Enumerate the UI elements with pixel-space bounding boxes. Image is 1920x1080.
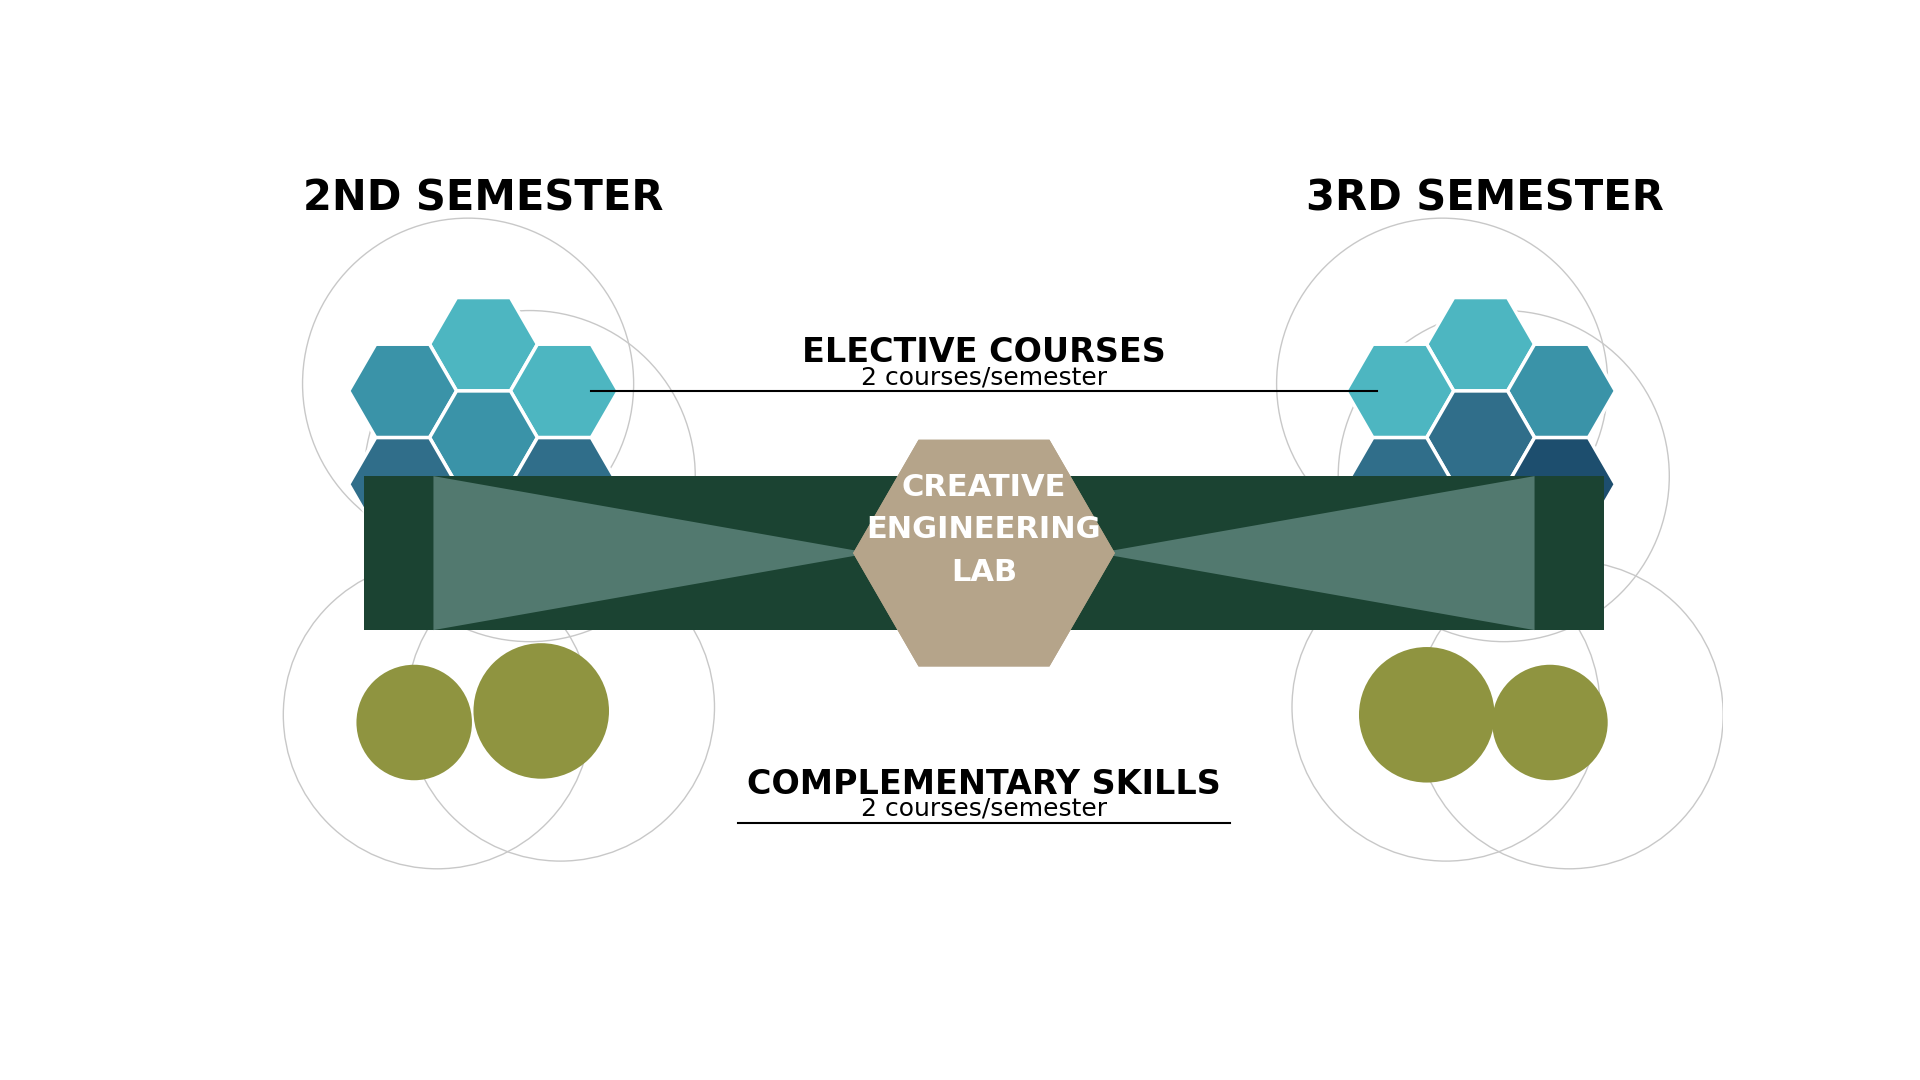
Bar bbox=[365, 476, 1603, 630]
Polygon shape bbox=[349, 437, 457, 531]
Text: ADVANCED OPTICAL ENGINEERING II: ADVANCED OPTICAL ENGINEERING II bbox=[1089, 510, 1599, 535]
Polygon shape bbox=[430, 298, 538, 391]
Text: CREATIVE
ENGINEERING
LAB: CREATIVE ENGINEERING LAB bbox=[866, 473, 1102, 588]
Polygon shape bbox=[1427, 391, 1534, 484]
Text: ADVANCED ULTRAPRECISION
ENGINEERING II: ADVANCED ULTRAPRECISION ENGINEERING II bbox=[1089, 562, 1490, 613]
Circle shape bbox=[1492, 665, 1607, 780]
Polygon shape bbox=[430, 391, 538, 484]
Text: COMPLEMENTARY SKILLS: COMPLEMENTARY SKILLS bbox=[747, 768, 1221, 800]
Circle shape bbox=[474, 644, 609, 779]
Circle shape bbox=[357, 665, 472, 780]
Polygon shape bbox=[1507, 345, 1615, 437]
Polygon shape bbox=[1507, 437, 1615, 531]
Text: ELECTIVE COURSES: ELECTIVE COURSES bbox=[803, 336, 1165, 369]
Polygon shape bbox=[852, 440, 1116, 666]
Text: 2ND SEMESTER: 2ND SEMESTER bbox=[303, 178, 664, 220]
Polygon shape bbox=[434, 476, 870, 630]
Polygon shape bbox=[1427, 298, 1534, 391]
Polygon shape bbox=[1346, 437, 1453, 531]
Polygon shape bbox=[852, 440, 1116, 666]
Text: 3RD SEMESTER: 3RD SEMESTER bbox=[1306, 178, 1663, 220]
Polygon shape bbox=[1427, 484, 1534, 578]
Polygon shape bbox=[511, 345, 618, 437]
Polygon shape bbox=[1346, 345, 1453, 437]
Text: 2 courses/semester: 2 courses/semester bbox=[860, 365, 1108, 390]
Text: 2 courses/semester: 2 courses/semester bbox=[860, 797, 1108, 821]
Polygon shape bbox=[1098, 476, 1534, 630]
Polygon shape bbox=[349, 345, 457, 437]
Polygon shape bbox=[511, 437, 618, 531]
Circle shape bbox=[1359, 647, 1494, 783]
Text: ADVANCED OPTICAL ENGINEERING I: ADVANCED OPTICAL ENGINEERING I bbox=[399, 510, 900, 535]
Text: ADVANCED ULTRAPRECISION
ENGINEERING I: ADVANCED ULTRAPRECISION ENGINEERING I bbox=[399, 562, 801, 613]
Polygon shape bbox=[430, 484, 538, 578]
